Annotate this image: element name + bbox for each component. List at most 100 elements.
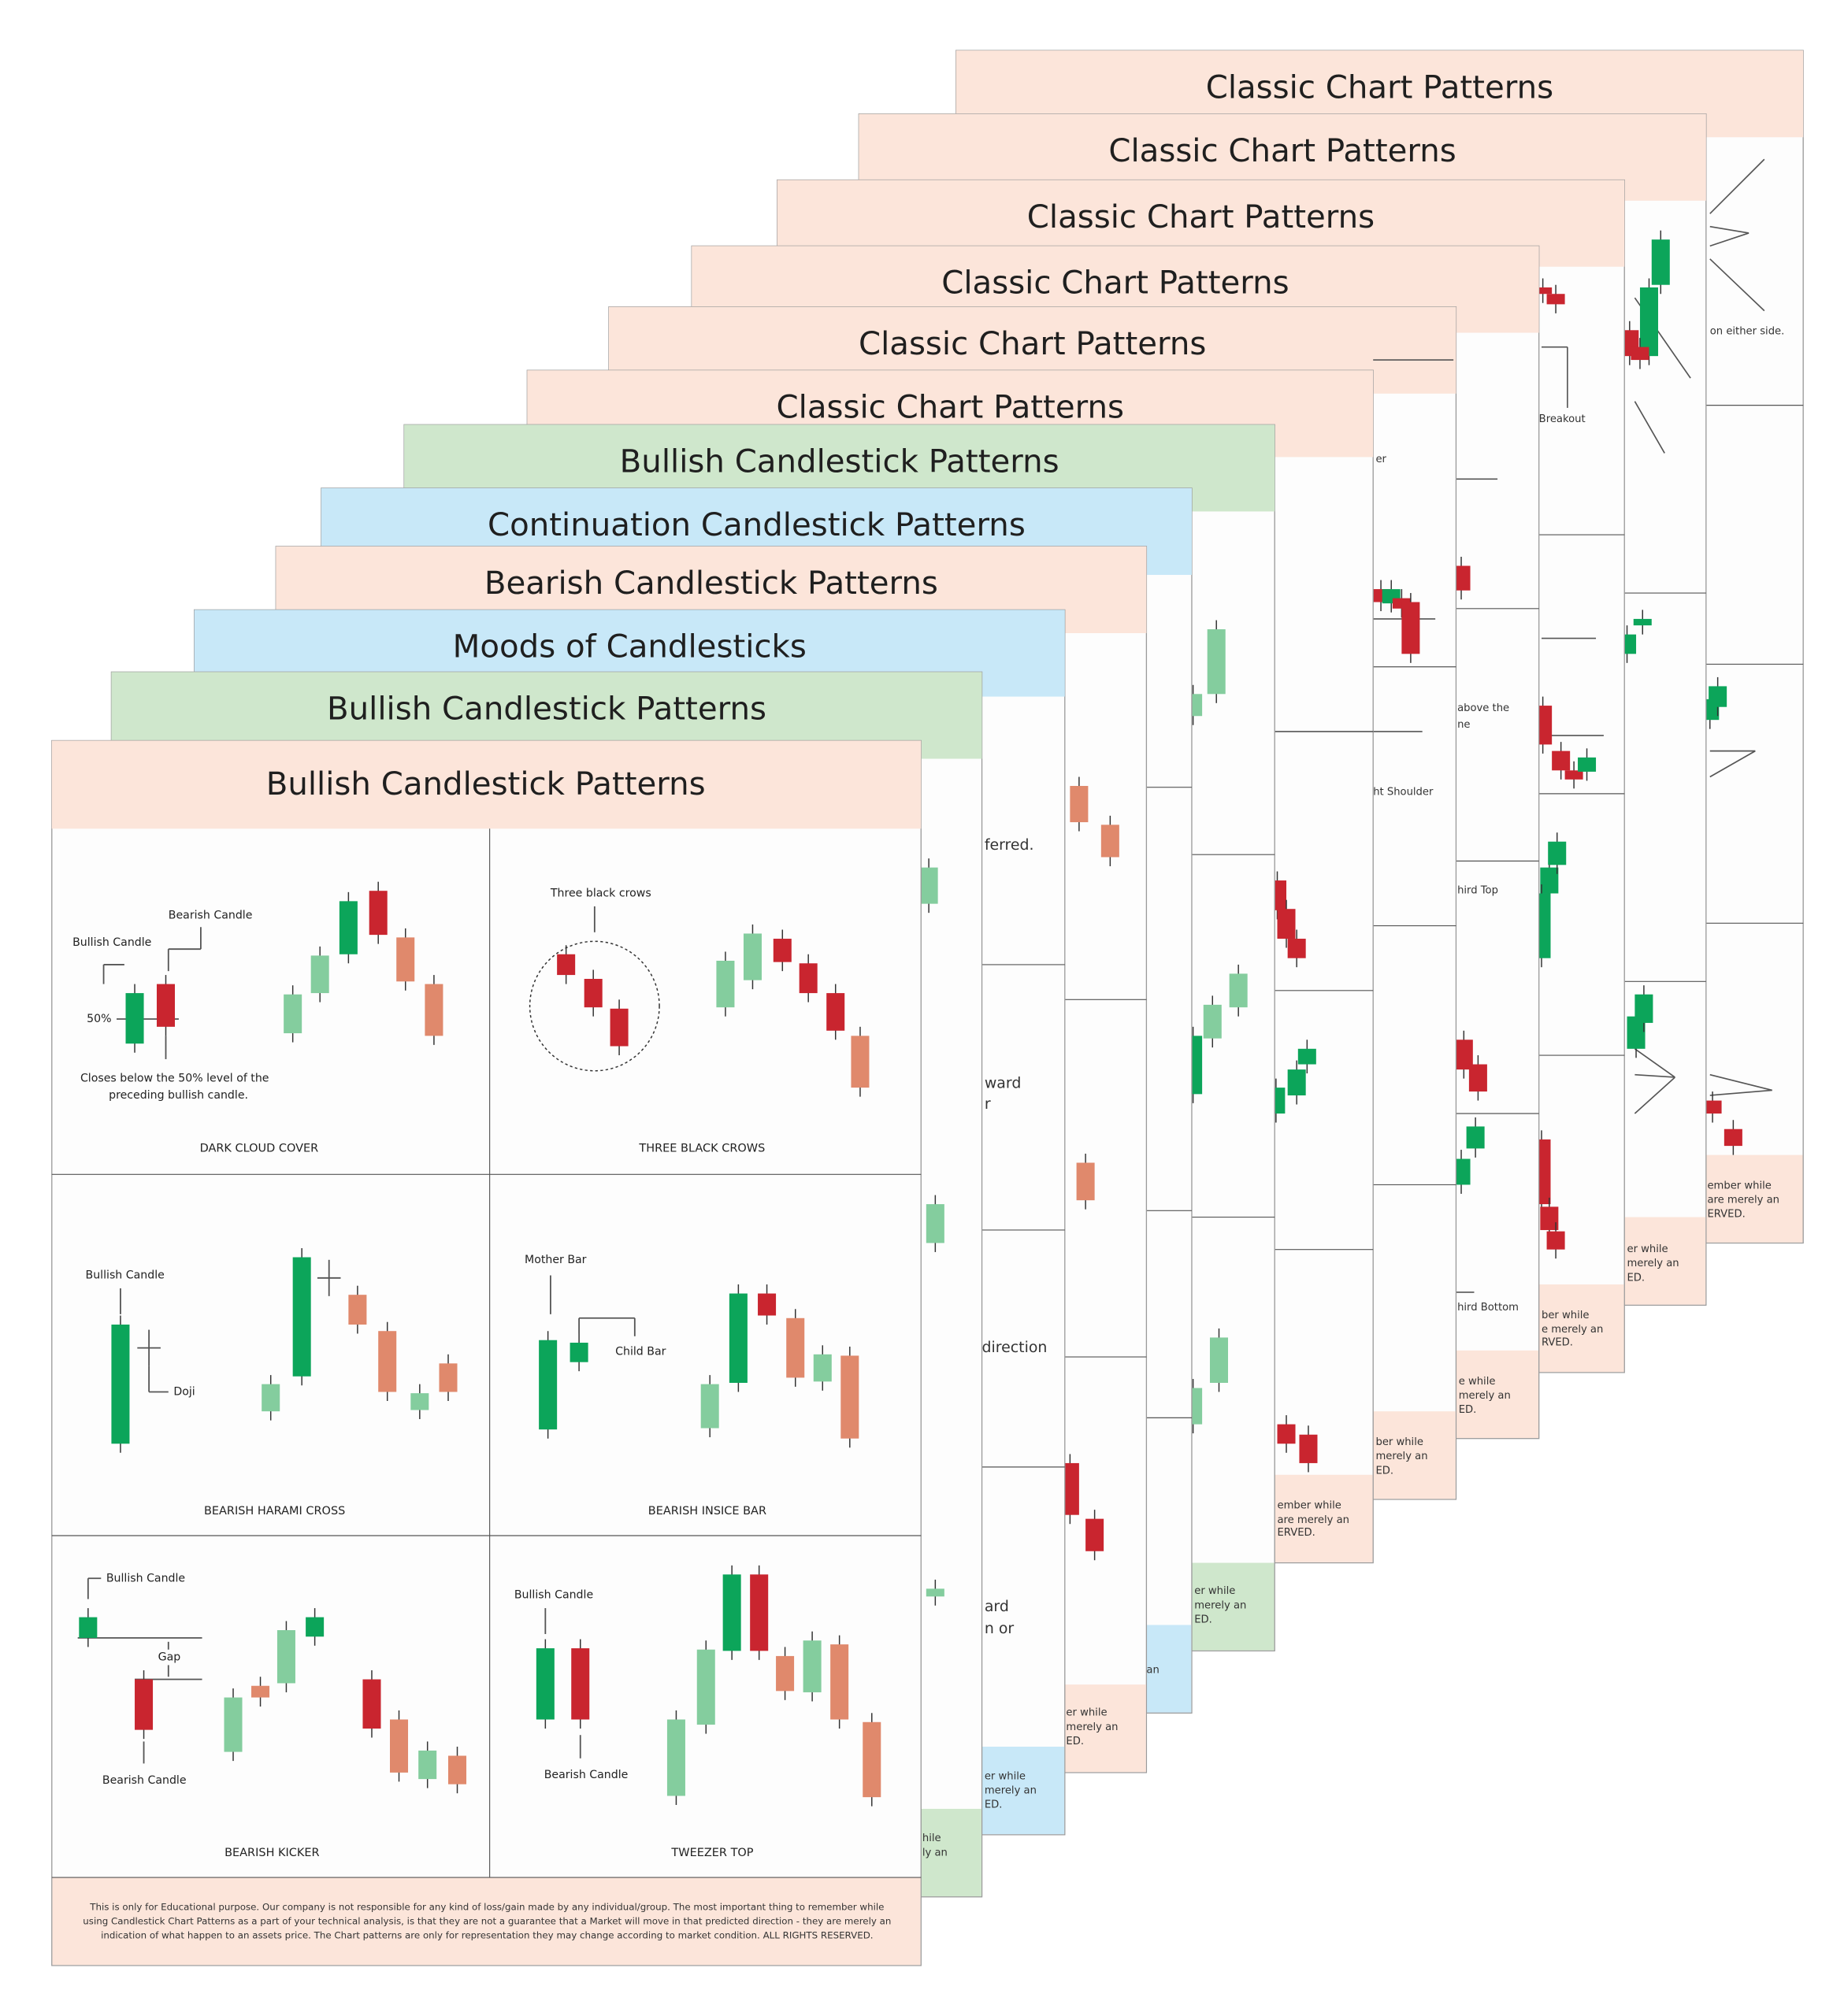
pattern-label: Bearish Candle [102, 1774, 187, 1787]
pattern-panel: Mother Bar Child Bar BEARISH INSICE BAR [525, 1254, 859, 1518]
candle-body [863, 1721, 881, 1798]
candle-body [448, 1755, 467, 1784]
sheet-title: Classic Chart Patterns [1206, 69, 1553, 106]
candle-body [1468, 1064, 1487, 1092]
sheet-text-fragment: ember while [1277, 1500, 1341, 1512]
candle-body [369, 891, 388, 936]
sheet-text-fragment: er [1375, 454, 1386, 465]
sheet-text-fragment: ward [985, 1075, 1022, 1092]
candle-body [276, 1630, 295, 1684]
candle-body [1540, 1206, 1559, 1230]
sheet-text-fragment: er while [1066, 1707, 1107, 1719]
candle-body [826, 993, 845, 1031]
rule [1709, 225, 1750, 234]
candle-body [1466, 1126, 1485, 1149]
pattern-panel: Three black crows THREE BLACK CROWS [529, 887, 870, 1154]
candle-body [1297, 1048, 1316, 1065]
candle-body [284, 994, 302, 1034]
sheet-text-fragment: n or [985, 1620, 1015, 1637]
candle-body [666, 1719, 685, 1796]
candle-body [425, 984, 443, 1036]
candle-body [1287, 939, 1306, 958]
candle-body [262, 1384, 280, 1412]
candle-body [251, 1685, 270, 1698]
candle-body [1546, 1231, 1565, 1250]
front-poster: Bullish Candlestick Patterns Bullish Cand… [51, 739, 922, 1966]
pattern-label: Gap [158, 1651, 181, 1664]
candle-body [1070, 786, 1089, 823]
sheet-title: Moods of Candlesticks [453, 629, 807, 665]
candle-body [926, 1588, 944, 1597]
rule [1634, 1073, 1675, 1078]
sheet-text-fragment: merely an [1627, 1258, 1679, 1269]
candle-body [696, 1649, 715, 1725]
pattern-label: preceding bullish candle. [109, 1089, 248, 1102]
candle-body [1578, 757, 1597, 772]
sheet-text-fragment: ly an [922, 1847, 948, 1858]
candle-body [610, 1008, 629, 1047]
candle-body [700, 1384, 719, 1429]
candle-body [1651, 239, 1670, 285]
sheet-text-fragment: ED. [1627, 1272, 1646, 1284]
candle-body [926, 1204, 944, 1243]
candle-body [1454, 1040, 1473, 1070]
rule [1709, 258, 1765, 312]
sheet-text-fragment: are merely an [1707, 1195, 1779, 1206]
candle-body [390, 1719, 409, 1773]
sheet-text-fragment: ED. [1459, 1404, 1477, 1416]
pattern-caption: THREE BLACK CROWS [638, 1142, 765, 1154]
pattern-label: Mother Bar [525, 1254, 587, 1266]
candle-body [362, 1679, 381, 1729]
sheet-text-fragment: an [1146, 1665, 1159, 1677]
sheet-title: Bullish Candlestick Patterns [327, 691, 766, 728]
sheet-title: Classic Chart Patterns [1108, 133, 1456, 169]
sheet-text-fragment: ferred. [985, 836, 1034, 854]
candle-body [1709, 686, 1727, 707]
sheet-text-fragment: r [985, 1095, 991, 1113]
candle-body [1100, 825, 1119, 858]
rule [1709, 750, 1756, 778]
candle-body [1203, 1004, 1222, 1039]
sheet-text-fragment: er while [985, 1770, 1026, 1782]
sheet-text-fragment: merely an [985, 1784, 1037, 1796]
rule [1709, 158, 1765, 214]
candle-body [773, 939, 792, 962]
sheet-text-fragment: ERVED. [1277, 1527, 1315, 1539]
candle-body [830, 1644, 849, 1720]
candle-body [851, 1036, 870, 1088]
pattern-panel: Bullish Candle Bearish Candle TWEEZER TOP [514, 1565, 881, 1859]
candle-body [1060, 1462, 1079, 1515]
candle-body [1299, 1434, 1318, 1463]
candle-body [1277, 909, 1296, 939]
candle-body [292, 1257, 311, 1377]
candle-body [803, 1640, 822, 1692]
pattern-caption: BEARISH INSICE BAR [648, 1505, 766, 1518]
sheet-text-fragment: are merely an [1277, 1514, 1349, 1526]
candle-body [539, 1340, 558, 1430]
sheet-title: Bullish Candlestick Patterns [266, 766, 706, 802]
sheet-text-fragment: ne [1457, 719, 1470, 731]
candle-body [1546, 294, 1565, 305]
sheet-text-fragment: hird Bottom [1457, 1302, 1519, 1314]
candle-body [743, 933, 762, 980]
candle-body [125, 993, 144, 1044]
candle-body [584, 979, 603, 1008]
sheet-title: Classic Chart Patterns [1027, 199, 1375, 235]
sheet-text-fragment: e merely an [1542, 1324, 1603, 1336]
candle-body [750, 1574, 769, 1651]
candle-body [1540, 867, 1559, 894]
pattern-panel: Bullish Candle Gap Bearish Candle BEARISH K… [77, 1572, 467, 1859]
rule [1709, 232, 1750, 247]
candle-body [1564, 770, 1583, 780]
sheet-footer [52, 1877, 921, 1966]
sheet-text-fragment: merely an [1375, 1451, 1427, 1462]
sheet-text-fragment: er while [1194, 1585, 1235, 1597]
sheet-text-fragment: hird Top [1457, 885, 1498, 897]
candle-body [156, 984, 176, 1027]
sheet-text-fragment: e while [1459, 1376, 1496, 1388]
candle-body [1452, 565, 1471, 591]
candle-body [776, 1655, 795, 1692]
candle-body [1452, 1158, 1471, 1185]
sheet-text-fragment: Breakout [1539, 413, 1586, 425]
candle-body [310, 955, 329, 994]
